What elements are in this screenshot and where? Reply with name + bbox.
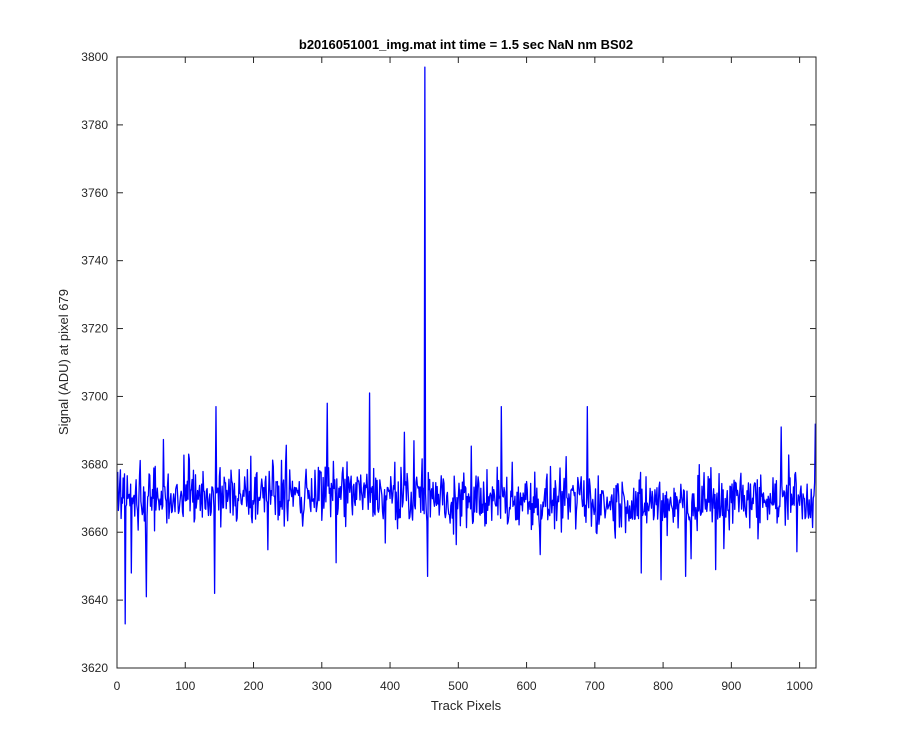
x-tick-label: 900 bbox=[721, 679, 741, 693]
x-tick-label: 0 bbox=[114, 679, 121, 693]
x-tick-label: 400 bbox=[380, 679, 400, 693]
x-tick-label: 300 bbox=[312, 679, 332, 693]
x-tick-label: 200 bbox=[244, 679, 264, 693]
x-tick-label: 1000 bbox=[786, 679, 813, 693]
y-tick-label: 3700 bbox=[81, 389, 108, 403]
plot-background bbox=[117, 57, 816, 668]
y-tick-label: 3740 bbox=[81, 254, 108, 268]
x-tick-label: 500 bbox=[448, 679, 468, 693]
y-tick-label: 3640 bbox=[81, 593, 108, 607]
series-line bbox=[117, 66, 816, 625]
chart-title: b2016051001_img.mat int time = 1.5 sec N… bbox=[299, 37, 633, 52]
x-tick-label: 100 bbox=[175, 679, 195, 693]
y-tick-label: 3800 bbox=[81, 50, 108, 64]
y-tick-label: 3680 bbox=[81, 457, 108, 471]
y-tick-label: 3620 bbox=[81, 661, 108, 675]
series-layer bbox=[117, 66, 816, 625]
ticks-layer: 0 100 200 300 400 500 600 700 800 900 1000 3620 3640… bbox=[81, 50, 816, 693]
x-tick-label: 600 bbox=[517, 679, 537, 693]
x-tick-label: 800 bbox=[653, 679, 673, 693]
x-tick-label: 700 bbox=[585, 679, 605, 693]
y-tick-label: 3660 bbox=[81, 525, 108, 539]
y-tick-label: 3760 bbox=[81, 186, 108, 200]
y-axis-label: Signal (ADU) at pixel 679 bbox=[56, 289, 71, 435]
y-tick-label: 3780 bbox=[81, 118, 108, 132]
plot-frame bbox=[116, 56, 817, 669]
x-axis-label: Track Pixels bbox=[431, 698, 502, 713]
y-tick-label: 3720 bbox=[81, 322, 108, 336]
